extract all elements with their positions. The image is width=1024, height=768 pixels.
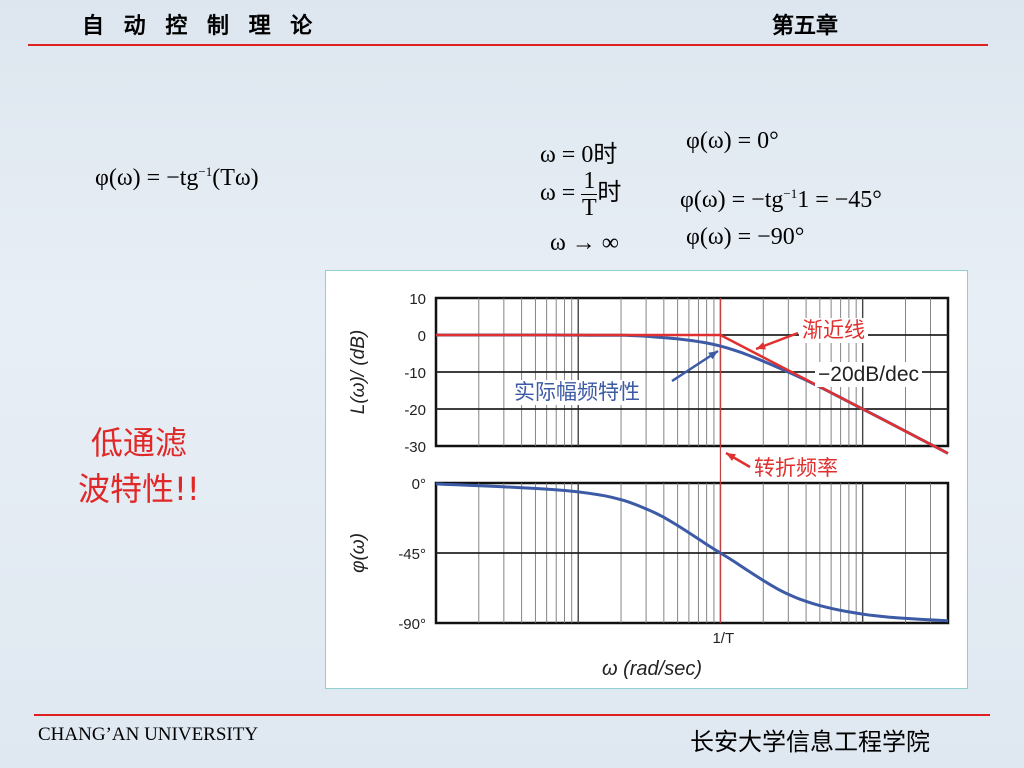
case-zero-condition: ω = 0时 — [540, 142, 618, 168]
case-corner-result-lhs: φ(ω) = −tg — [680, 187, 784, 213]
phase-formula-rhs: (Tω) — [212, 165, 259, 191]
magnitude-y-axis-label: L(ω)/ (dB) — [348, 330, 369, 414]
case-zero-result: φ(ω) = 0° — [686, 128, 779, 154]
magnitude-tick-label: -30 — [404, 439, 426, 456]
corner-frequency-annotation-bg — [751, 456, 841, 481]
magnitude-tick-label: -20 — [404, 402, 426, 419]
asymptote-annotation-bg — [799, 318, 868, 343]
fraction-denominator: T — [582, 195, 597, 221]
phase-formula-sup: −1 — [198, 164, 213, 179]
phase-y-axis-label: φ(ω) — [348, 533, 369, 573]
footer-divider — [34, 714, 990, 716]
footer-university: CHANG’AN UNIVERSITY — [38, 724, 259, 745]
corner-frequency-tick-label: 1/T — [712, 630, 734, 647]
case-corner-cond-right: 时 — [597, 180, 622, 207]
phase-tick-label: 0° — [412, 476, 426, 493]
footer-school: 长安大学信息工程学院 — [690, 728, 930, 756]
corner-frequency-arrow-head — [726, 453, 736, 462]
phase-formula-lhs: φ(ω) = −tg — [95, 165, 199, 191]
phase-formula: φ(ω) = −tg−1(Tω) — [95, 164, 259, 192]
case-infinity-result: φ(ω) = −90° — [686, 224, 805, 250]
chapter-label: 第五章 — [772, 14, 839, 39]
phase-tick-label: -45° — [398, 546, 426, 563]
magnitude-tick-label: 0 — [418, 328, 426, 345]
asymptote-annotation: 渐近线 — [802, 319, 865, 342]
header-divider — [28, 44, 988, 46]
magnitude-tick-label: 10 — [409, 291, 426, 308]
magnitude-tick-label: -10 — [404, 365, 426, 382]
low-pass-note: 低通滤 波特性!! — [78, 420, 200, 512]
bode-plot-svg: 10 0 -10 -20 -30 0° -45° -90° 1/T 渐近线 −20dB/dec 实际幅… — [348, 291, 950, 680]
bode-plot-panel: 10 0 -10 -20 -30 0° -45° -90° 1/T 渐近线 −20dB/dec 实际幅… — [325, 270, 968, 689]
low-pass-note-line2: 波特性!! — [78, 470, 200, 508]
phase-tick-label: -90° — [398, 616, 426, 633]
phase-curve — [435, 482, 949, 623]
case-corner-result-sup: −1 — [783, 186, 798, 201]
case-corner-result: φ(ω) = −tg−11 = −45° — [680, 186, 882, 214]
magnitude-asymptote-line — [436, 333, 949, 455]
low-pass-note-line1: 低通滤 — [90, 424, 187, 462]
course-title: 自 动 控 制 理 论 — [82, 14, 319, 39]
slope-annotation: −20dB/dec — [818, 363, 919, 386]
actual-curve-arrow-head — [708, 351, 718, 360]
fraction-numerator: 1 — [581, 168, 598, 195]
corner-frequency-annotation: 转折频率 — [754, 457, 838, 480]
case-corner-cond-left: ω = — [540, 180, 576, 207]
slope-annotation-bg — [815, 362, 923, 387]
x-axis-label: ω (rad/sec) — [602, 658, 702, 680]
actual-curve-annotation: 实际幅频特性 — [514, 381, 640, 404]
case-infinity-condition: ω → ∞ — [550, 230, 619, 256]
asymptote-arrow-head — [756, 342, 766, 350]
actual-curve-annotation-bg — [511, 380, 643, 405]
case-corner-result-rhs: 1 = −45° — [797, 187, 882, 213]
